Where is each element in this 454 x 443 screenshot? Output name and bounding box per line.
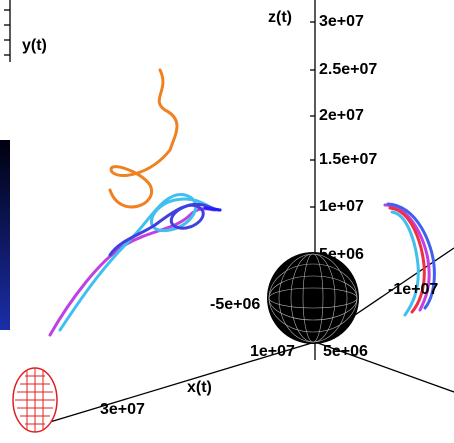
background xyxy=(0,0,454,443)
tick-label: 2e+07 xyxy=(319,107,364,124)
side-panel xyxy=(0,140,10,330)
axis-label: y(t) xyxy=(22,37,47,54)
tick-label: -5e+06 xyxy=(210,296,260,313)
sphere xyxy=(267,252,359,344)
plot-3d: z(t) 3e+072.5e+072e+071.5e+071e+075e+06 … xyxy=(0,0,454,443)
tick-label: -1e+07 xyxy=(388,281,438,298)
tick-label: 3e+07 xyxy=(319,13,364,30)
tick-label: 2.5e+07 xyxy=(319,61,377,78)
tick-label: 1e+07 xyxy=(250,343,295,360)
disc xyxy=(13,368,57,432)
tick-label: 1.5e+07 xyxy=(319,151,377,168)
trajectory-end xyxy=(205,208,220,210)
tick-label: 1e+07 xyxy=(319,198,364,215)
tick-label: 5e+06 xyxy=(323,343,368,360)
tick-label: 3e+07 xyxy=(100,401,145,418)
axis-label: z(t) xyxy=(268,9,292,26)
axis-label: x(t) xyxy=(187,379,212,396)
